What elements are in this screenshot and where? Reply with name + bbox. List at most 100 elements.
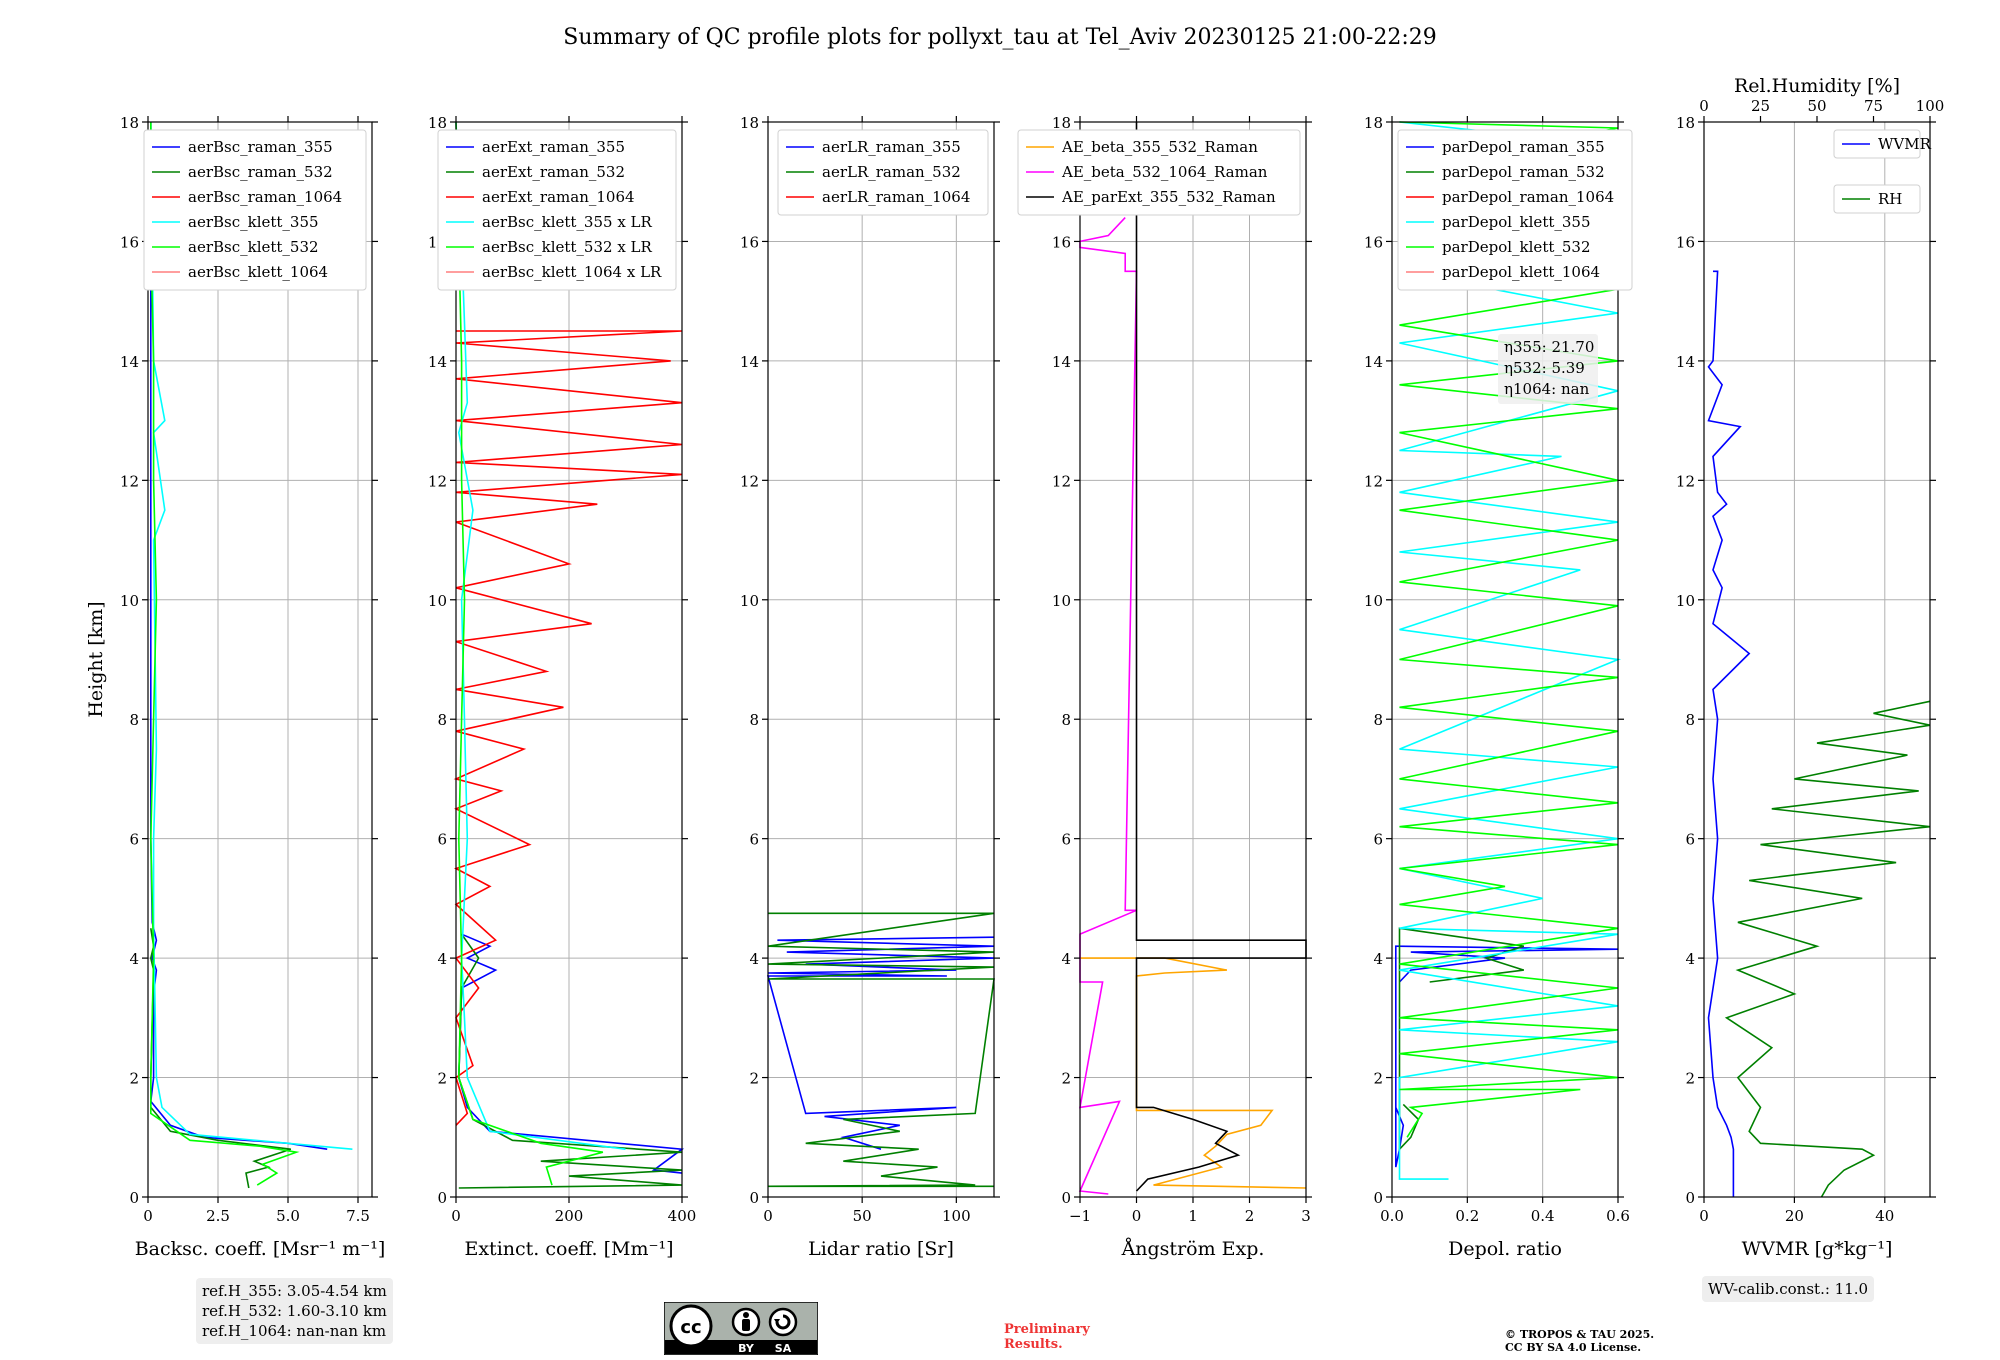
- y-tick-label: 2: [749, 1070, 759, 1088]
- y-tick-label: 14: [120, 353, 139, 371]
- legend-entry: parDepol_raman_355: [1442, 138, 1605, 156]
- series-line-AE_parExt_355_532_Raman: [1135, 122, 1307, 1192]
- legend: AE_beta_355_532_Raman AE_beta_532_1064_Ra…: [1017, 129, 1301, 216]
- x-tick-label: 0: [1132, 1207, 1142, 1225]
- panel-lidar_ratio: 0 2 4 6 8 10 12 14 16 18 0 50 100 Lidar ratio [Sr] aer…: [740, 114, 1000, 1260]
- panel-backscatter: 0 2 4 6 8 10 12 14 16 18 0 2.5 5.0 7.5 Backsc. coeff. …: [85, 114, 385, 1260]
- x-tick-label: 40: [1875, 1207, 1894, 1225]
- legend-entry: aerLR_raman_355: [822, 138, 961, 156]
- legend-box: [1833, 129, 1921, 159]
- cc-by-label: BY: [738, 1342, 755, 1355]
- sa-share-alike-icon: [768, 1307, 798, 1337]
- y-tick-label: 16: [740, 233, 759, 251]
- y-tick-label: 6: [1685, 831, 1695, 849]
- y-tick-label: 2: [1373, 1070, 1383, 1088]
- y-tick-label: 0: [437, 1189, 447, 1207]
- y-tick-label: 14: [1052, 353, 1071, 371]
- y-tick-label: 4: [129, 950, 139, 968]
- series-line-AE_beta_355_532_Raman: [1080, 957, 1307, 1189]
- copyright-note: © TROPOS & TAU 2025. CC BY SA 4.0 Licens…: [1505, 1328, 1654, 1354]
- y-tick-label: 4: [1061, 950, 1071, 968]
- y-tick-label: 18: [428, 114, 447, 132]
- x-tick-label: −1: [1069, 1207, 1091, 1225]
- y-tick-label: 4: [437, 950, 447, 968]
- legend: WVMR: [1833, 129, 1932, 159]
- cc-icon: [669, 1304, 713, 1348]
- x-tick-label: 0.4: [1531, 1207, 1555, 1225]
- legend-box: [143, 129, 367, 291]
- x-tick-label: 0: [763, 1207, 773, 1225]
- y-tick-label: 8: [129, 711, 139, 729]
- series-line-aerBsc_raman_532: [149, 928, 292, 1189]
- y-axis-label: Height [km]: [85, 601, 107, 717]
- series-line-aerExt_raman_355: [457, 933, 685, 1174]
- x-tick-label: 2.5: [206, 1207, 230, 1225]
- eta-value: η1064: nan: [1504, 380, 1590, 398]
- y-tick-label: 14: [1364, 353, 1383, 371]
- depol-calibration-annotation: η355: 21.70 η532: 5.39 η1064: nan: [1498, 334, 1598, 404]
- y-tick-label: 2: [437, 1070, 447, 1088]
- legend-entry: aerBsc_klett_532: [188, 238, 319, 256]
- y-tick-label: 10: [428, 592, 447, 610]
- x-axis-label: Depol. ratio: [1448, 1238, 1562, 1260]
- x-axis-label: Ångström Exp.: [1121, 1238, 1265, 1260]
- legend-entry: aerBsc_raman_355: [188, 138, 333, 156]
- legend-entry: AE_beta_355_532_Raman: [1061, 138, 1258, 156]
- preliminary-line-2: Results.: [1004, 1337, 1063, 1352]
- y-tick-label: 14: [740, 353, 759, 371]
- x-tick-label: 7.5: [346, 1207, 370, 1225]
- series-line-AE_beta_532_1064_Raman: [1078, 217, 1138, 1195]
- y-tick-label: 18: [1364, 114, 1383, 132]
- y-tick-label: 8: [1685, 711, 1695, 729]
- y-tick-label: 12: [1676, 472, 1695, 490]
- x-axis-label: WVMR [g*kg⁻¹]: [1742, 1238, 1893, 1260]
- legend-box: [1397, 129, 1633, 291]
- y-tick-label: 12: [428, 472, 447, 490]
- ref-height-532: ref.H_532: 1.60-3.10 km: [202, 1302, 387, 1320]
- series-line-aerBsc_klett_355 x LR: [455, 121, 626, 1150]
- y-tick-label: 6: [1061, 831, 1071, 849]
- y-tick-label: 12: [1364, 472, 1383, 490]
- legend-box: [777, 129, 989, 216]
- x-tick-label: 20: [1785, 1207, 1804, 1225]
- y-tick-label: 0: [1061, 1189, 1071, 1207]
- x-tick-label: 0.6: [1606, 1207, 1630, 1225]
- plot-frame: [147, 121, 373, 1198]
- reference-height-box: ref.H_355: 3.05-4.54 km ref.H_532: 1.60-…: [196, 1278, 393, 1344]
- x-axis-label: Extinct. coeff. [Mm⁻¹]: [464, 1238, 673, 1260]
- y-tick-label: 4: [1373, 950, 1383, 968]
- series-line-WVMR: [1707, 270, 1751, 1197]
- y-tick-label: 14: [428, 353, 447, 371]
- legend: RH: [1833, 184, 1921, 214]
- legend-entry: RH: [1878, 190, 1902, 208]
- y-tick-label: 0: [1373, 1189, 1383, 1207]
- y-tick-label: 10: [1052, 592, 1071, 610]
- legend-entry: aerBsc_klett_1064: [188, 263, 328, 281]
- y-tick-label: 12: [1052, 472, 1071, 490]
- x-tick-label: 0: [451, 1207, 461, 1225]
- y-tick-label: 12: [120, 472, 139, 490]
- series-line-RH: [1724, 700, 1931, 1198]
- y-tick-label: 6: [129, 831, 139, 849]
- x-tick-label: 0.2: [1455, 1207, 1479, 1225]
- y-tick-label: 8: [749, 711, 759, 729]
- x2-tick-label: 0: [1699, 97, 1709, 115]
- y-tick-label: 18: [1676, 114, 1695, 132]
- cc-by-sa-badge: cc BY SA: [664, 1302, 818, 1355]
- x2-tick-label: 25: [1751, 97, 1770, 115]
- legend-entry: aerBsc_klett_355: [188, 213, 319, 231]
- preliminary-line-1: Preliminary: [1004, 1322, 1090, 1337]
- x-tick-label: 400: [668, 1207, 697, 1225]
- y-tick-label: 0: [749, 1189, 759, 1207]
- x-axis-label: Backsc. coeff. [Msr⁻¹ m⁻¹]: [135, 1238, 386, 1260]
- legend-entry: aerBsc_raman_1064: [188, 188, 342, 206]
- copyright-line-1: © TROPOS & TAU 2025.: [1505, 1328, 1655, 1341]
- plot-frame: [1391, 121, 1619, 1198]
- x-tick-label: 2: [1245, 1207, 1255, 1225]
- cc-mark: cc: [680, 1317, 701, 1338]
- legend: aerLR_raman_355 aerLR_raman_532 aerLR_rama…: [777, 129, 989, 216]
